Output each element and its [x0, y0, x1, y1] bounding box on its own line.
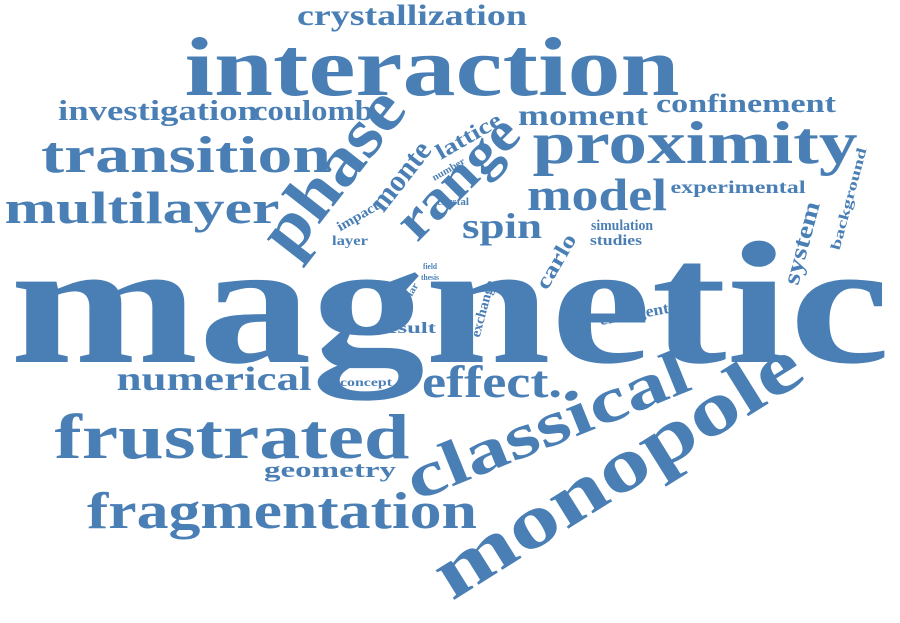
word-coulomb: coulomb [253, 96, 373, 127]
word-transition: transition [41, 127, 331, 184]
word-frustrated: frustrated [55, 401, 410, 472]
word-multilayer: multilayer [5, 182, 280, 233]
word-crystallization: crystallization [297, 0, 527, 32]
word-result: result [376, 320, 437, 337]
word-magnetic: magnetic [10, 206, 890, 401]
word-effect: effect. [422, 356, 562, 407]
word-investigation: investigation [58, 96, 259, 127]
word-model: model [527, 169, 667, 220]
word-concept: concept [340, 375, 392, 389]
word-layer: layer [332, 234, 368, 249]
word-simulation: simulation [591, 218, 654, 234]
word-proximity: proximity [533, 110, 858, 176]
word-fragmentation: fragmentation [87, 483, 477, 540]
word-geometry: geometry [264, 457, 396, 482]
word-studies: studies [590, 233, 642, 249]
word-interaction: interaction [185, 21, 680, 114]
word-field: field [423, 262, 438, 271]
word-confinement: confinement [656, 89, 836, 118]
word-crystal: crystal [437, 197, 469, 208]
word-moment: moment [518, 99, 648, 132]
word-spin: spin [462, 206, 542, 246]
word-experimental: experimental [671, 177, 806, 197]
word-thesis: thesis [421, 273, 439, 282]
word-numerical: numerical [117, 361, 312, 398]
